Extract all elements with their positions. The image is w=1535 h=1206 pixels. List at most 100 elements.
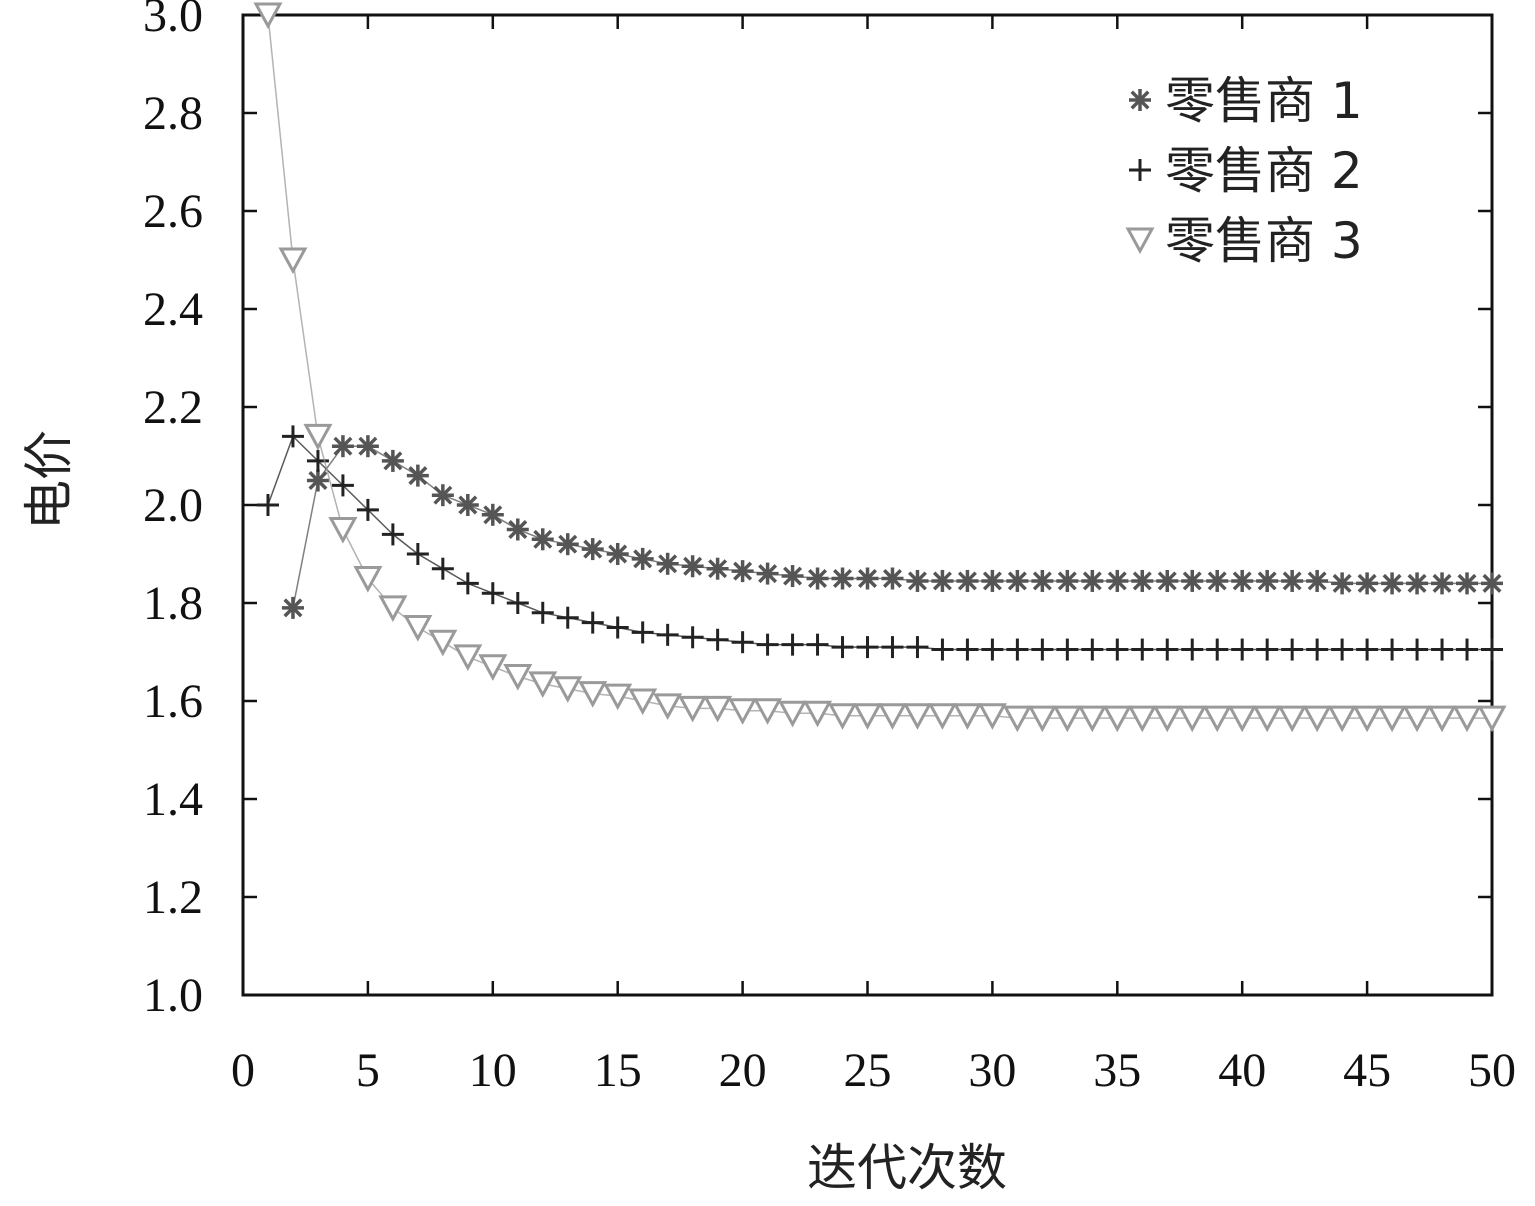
y-tick-label: 3.0 bbox=[143, 0, 203, 42]
series-2-point bbox=[481, 582, 504, 605]
series-2-point bbox=[1006, 638, 1029, 661]
series-2-point bbox=[606, 616, 629, 639]
series-3-point bbox=[428, 629, 458, 657]
y-tick-label: 2.8 bbox=[143, 87, 203, 140]
series-1-point bbox=[531, 528, 554, 551]
series-3-point bbox=[753, 698, 783, 725]
series-2-point bbox=[1356, 638, 1379, 661]
series-1-point bbox=[331, 435, 354, 458]
series-1-point bbox=[1456, 572, 1479, 595]
series-3-point bbox=[653, 693, 683, 721]
series-3-point bbox=[553, 676, 583, 703]
series-2-point bbox=[1056, 638, 1079, 661]
y-tick-label: 1.8 bbox=[143, 577, 203, 630]
series-3-point bbox=[1202, 705, 1232, 733]
y-tick-label: 2.4 bbox=[143, 283, 203, 336]
series-3-point bbox=[1377, 705, 1407, 733]
series-1-point bbox=[556, 533, 579, 556]
series-1 bbox=[281, 435, 1503, 619]
x-tick-label: 10 bbox=[469, 1044, 517, 1097]
series-1-point bbox=[731, 560, 754, 583]
series-3-point bbox=[728, 698, 758, 725]
series-3-point bbox=[1277, 705, 1307, 733]
x-axis-ticks: 0 5 10 15 20 25 30 35 40 45 50 bbox=[231, 15, 1516, 1097]
series-2-point bbox=[756, 633, 779, 656]
y-tick-label: 1.6 bbox=[143, 675, 203, 728]
series-3-point bbox=[328, 517, 358, 544]
series-2-point bbox=[1131, 638, 1154, 661]
series-2-point bbox=[781, 633, 804, 656]
series-1-point bbox=[1331, 572, 1354, 595]
series-2-point bbox=[1156, 638, 1179, 661]
series-2-segment bbox=[417, 553, 444, 570]
series-3-point bbox=[403, 615, 433, 642]
series-2-point bbox=[356, 498, 379, 521]
series-2-point bbox=[931, 638, 954, 661]
x-tick-label: 5 bbox=[356, 1044, 380, 1097]
series-1-point bbox=[931, 569, 954, 592]
series-2-point bbox=[681, 626, 704, 649]
series-1-point bbox=[706, 557, 729, 580]
x-tick-label: 15 bbox=[594, 1044, 642, 1097]
series-3-point bbox=[378, 595, 408, 623]
series-3-point bbox=[1052, 705, 1082, 733]
series-2-point bbox=[831, 636, 854, 659]
series-3-point bbox=[1177, 705, 1207, 733]
series-2-point bbox=[1431, 638, 1454, 661]
y-tick-label: 1.2 bbox=[143, 871, 203, 924]
series-3-point bbox=[1427, 705, 1457, 733]
series-1-point bbox=[406, 464, 429, 487]
y-axis-label: 电价 bbox=[20, 430, 78, 530]
series-3-segment bbox=[292, 259, 319, 437]
series-3-point bbox=[603, 683, 633, 711]
series-2-point bbox=[506, 592, 529, 614]
x-tick-label: 25 bbox=[844, 1044, 892, 1097]
series-2-segment bbox=[492, 592, 519, 604]
series-1-point bbox=[881, 567, 904, 590]
series-2-point bbox=[856, 636, 879, 659]
series-2-point bbox=[981, 638, 1004, 661]
series-1-point bbox=[1481, 572, 1503, 595]
series-2-segment bbox=[467, 582, 494, 594]
series-2-segment bbox=[392, 533, 419, 555]
series-3-point bbox=[303, 423, 333, 451]
series-1-point bbox=[481, 503, 504, 526]
series-2-point bbox=[331, 474, 354, 497]
series-3-point bbox=[852, 703, 883, 730]
series-1-point bbox=[506, 518, 529, 541]
series-1-segment bbox=[292, 480, 319, 609]
series-1-point bbox=[606, 543, 629, 565]
series-1-point bbox=[1056, 569, 1079, 592]
series-2-point bbox=[881, 636, 904, 659]
series-2-point bbox=[256, 494, 279, 516]
legend-label-3: 零售商 3 bbox=[1165, 212, 1363, 270]
series-1-point bbox=[1031, 569, 1054, 592]
series-3-point bbox=[1227, 705, 1257, 733]
x-tick-label: 20 bbox=[719, 1044, 767, 1097]
series-2-point bbox=[1481, 638, 1503, 661]
series-1-point bbox=[281, 596, 304, 619]
series-3-point bbox=[877, 703, 908, 730]
series-1-point bbox=[1131, 569, 1154, 592]
series-3-point bbox=[578, 681, 608, 708]
series-1-point bbox=[781, 565, 804, 588]
series-3-point bbox=[1102, 705, 1132, 733]
series-3-segment bbox=[267, 14, 294, 261]
series-1-point bbox=[1156, 569, 1179, 592]
y-tick-label: 2.6 bbox=[143, 185, 203, 238]
series-2-point bbox=[1256, 638, 1279, 661]
series-2-point bbox=[431, 557, 454, 580]
series-1-point bbox=[1256, 569, 1279, 592]
series-2-point bbox=[731, 631, 754, 654]
series-2-segment bbox=[317, 460, 344, 486]
series-1-point bbox=[1006, 569, 1029, 592]
series-3-point bbox=[1152, 705, 1182, 733]
series-2-point bbox=[531, 601, 554, 624]
series-1-point bbox=[1231, 569, 1254, 592]
series-1-point bbox=[1356, 572, 1379, 595]
series-3-point bbox=[528, 671, 558, 698]
legend: 零售商 1 零售商 2 零售商 3 bbox=[1125, 72, 1363, 270]
y-tick-label: 1.0 bbox=[143, 969, 203, 1022]
series-2-point bbox=[456, 572, 479, 595]
series-1-point bbox=[856, 567, 879, 590]
